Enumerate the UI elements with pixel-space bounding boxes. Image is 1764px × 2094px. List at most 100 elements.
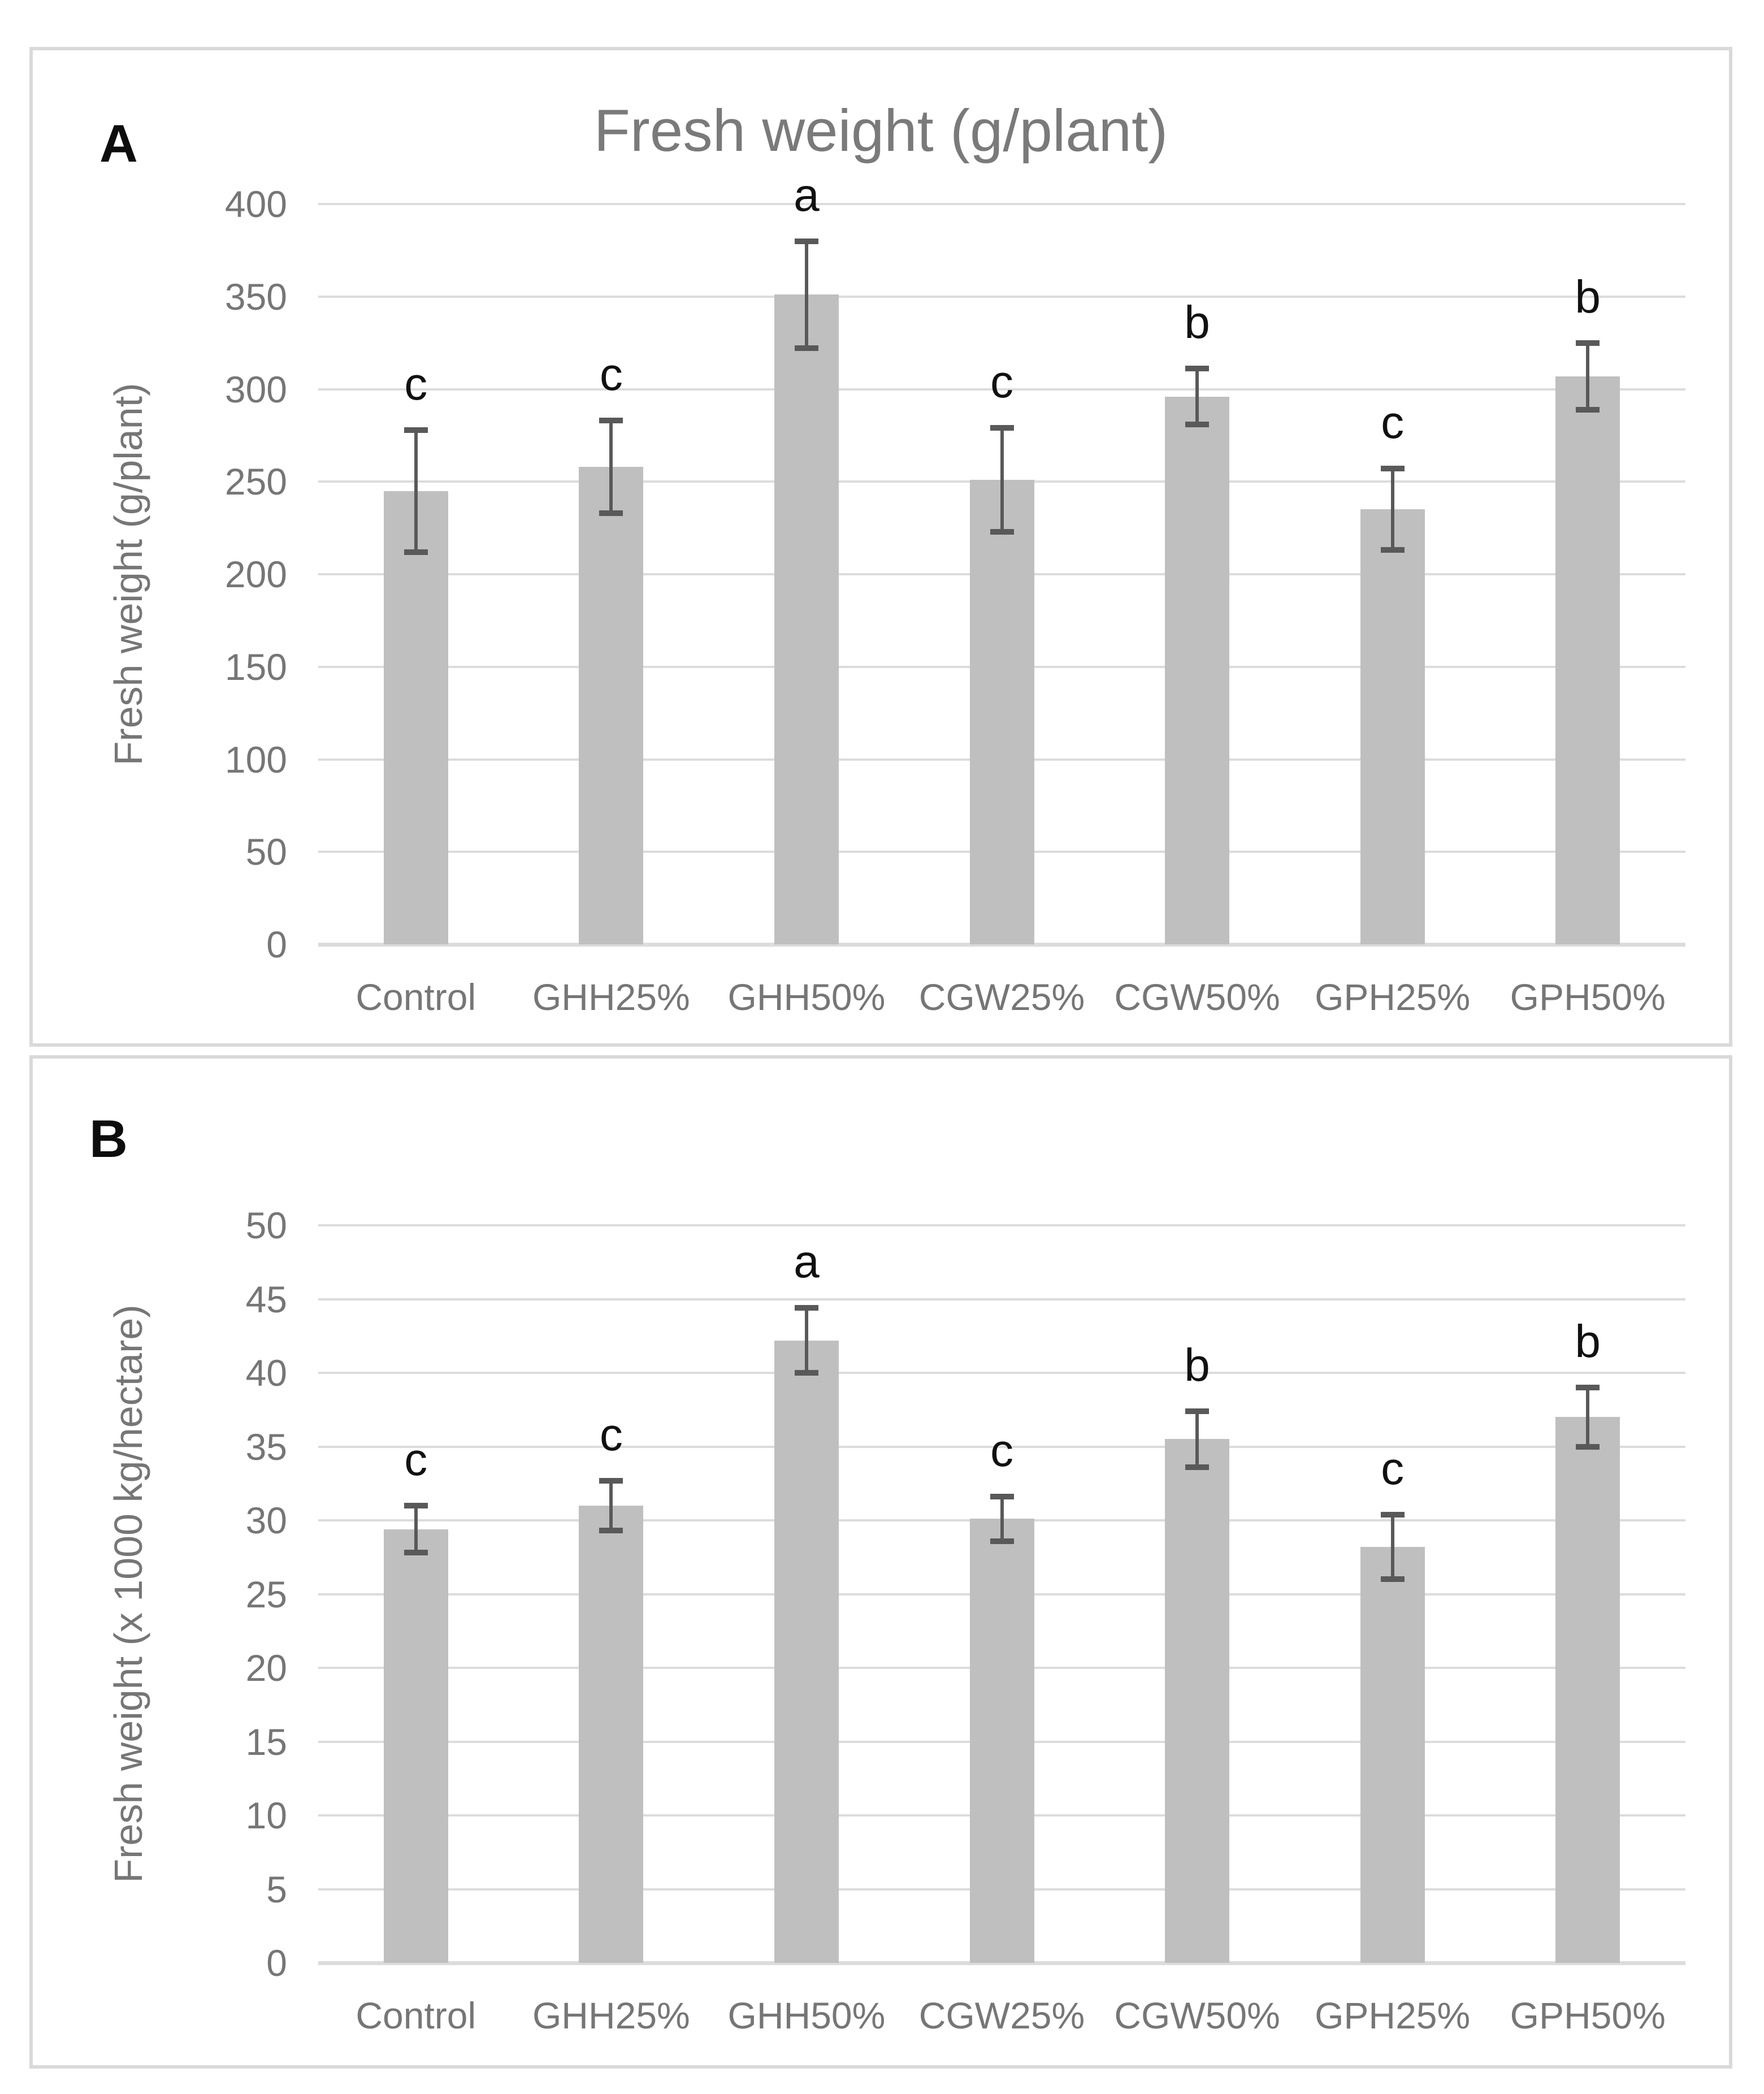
error-cap-top-b-CGW50% bbox=[1185, 1408, 1210, 1414]
error-cap-top-b-GHH25% bbox=[599, 1477, 623, 1484]
x-tick-label-a-GPH25%: GPH25% bbox=[1315, 976, 1471, 1018]
error-cap-top-a-GHH25% bbox=[599, 418, 623, 424]
gridline-b-45 bbox=[318, 1298, 1685, 1300]
y-tick-label-a-0: 0 bbox=[266, 924, 287, 965]
y-tick-label-a-150: 150 bbox=[224, 645, 287, 688]
y-tick-label-b-0: 0 bbox=[266, 1942, 287, 1984]
chart-a-plot-area: 0 50 100 150 200 250 300 350 400 c Control c GHH25% a… bbox=[225, 172, 1685, 1018]
error-cap-top-a-GPH25% bbox=[1380, 466, 1405, 472]
sig-letter-a-CGW50%: b bbox=[1184, 297, 1210, 349]
error-cap-bottom-b-GPH50% bbox=[1576, 1443, 1600, 1450]
gridline-b-35 bbox=[318, 1445, 1685, 1448]
error-cap-bottom-b-CGW25% bbox=[990, 1538, 1014, 1544]
error-bar-b-Control bbox=[414, 1505, 418, 1553]
error-cap-top-a-CGW50% bbox=[1185, 366, 1210, 372]
x-tick-label-a-GPH50%: GPH50% bbox=[1510, 976, 1666, 1018]
error-bar-b-GHH25% bbox=[609, 1480, 613, 1531]
bar-b-GHH25% bbox=[579, 1505, 644, 1963]
error-bar-b-CGW50% bbox=[1195, 1411, 1199, 1468]
error-cap-top-a-Control bbox=[404, 427, 428, 433]
y-tick-label-b-5: 5 bbox=[266, 1868, 287, 1910]
x-tick-label-b-Control: Control bbox=[356, 1995, 476, 2036]
y-tick-label-a-400: 400 bbox=[224, 183, 287, 225]
y-tick-label-a-50: 50 bbox=[245, 831, 287, 873]
panel-a: A Fresh weight (g/plant) Fresh weight (g… bbox=[29, 47, 1732, 1047]
chart-b-plot-area: 0 5 10 15 20 25 30 35 40 45 50 c Control c GHH25% a GHH5… bbox=[246, 1204, 1685, 2036]
error-cap-bottom-b-GHH50% bbox=[794, 1370, 818, 1376]
sig-letter-a-Control: c bbox=[404, 358, 428, 410]
error-bar-b-GHH50% bbox=[804, 1308, 808, 1373]
error-cap-bottom-a-CGW25% bbox=[990, 528, 1014, 535]
error-cap-top-a-GPH50% bbox=[1576, 340, 1600, 346]
error-bar-b-GPH25% bbox=[1390, 1514, 1394, 1580]
bar-a-GHH50% bbox=[774, 294, 839, 944]
error-bar-a-GHH50% bbox=[804, 241, 808, 349]
sig-letter-a-CGW25%: c bbox=[990, 356, 1013, 408]
x-tick-label-b-CGW50%: CGW50% bbox=[1114, 1995, 1280, 2036]
gridline-b-40 bbox=[318, 1372, 1685, 1374]
error-bar-a-CGW50% bbox=[1195, 368, 1199, 424]
error-bar-a-GPH50% bbox=[1586, 343, 1590, 410]
bar-a-CGW50% bbox=[1165, 396, 1230, 944]
error-cap-top-b-Control bbox=[404, 1502, 428, 1508]
x-tick-label-b-GHH25%: GHH25% bbox=[532, 1995, 690, 2036]
bar-b-GPH25% bbox=[1360, 1546, 1425, 1963]
x-tick-label-a-CGW25%: CGW25% bbox=[918, 976, 1085, 1018]
y-tick-label-b-20: 20 bbox=[245, 1647, 287, 1689]
error-bar-a-CGW25% bbox=[1000, 428, 1004, 532]
error-cap-bottom-a-CGW50% bbox=[1185, 421, 1210, 427]
gridline-a-350 bbox=[318, 295, 1685, 298]
error-cap-top-a-GHH50% bbox=[794, 238, 818, 244]
y-tick-label-b-45: 45 bbox=[245, 1278, 287, 1320]
panel-b-label: B bbox=[89, 1109, 128, 1168]
bar-a-GPH50% bbox=[1555, 376, 1620, 944]
error-cap-bottom-a-GHH25% bbox=[599, 510, 623, 516]
chart-a-y-axis-title: Fresh weight (g/plant) bbox=[106, 383, 150, 766]
error-bar-b-GPH50% bbox=[1586, 1388, 1590, 1447]
sig-letter-a-GHH25%: c bbox=[599, 349, 623, 401]
error-bar-a-Control bbox=[414, 430, 418, 552]
x-tick-label-b-GHH50%: GHH50% bbox=[727, 1995, 886, 2036]
y-tick-label-a-100: 100 bbox=[224, 738, 287, 781]
sig-letter-b-Control: c bbox=[404, 1433, 428, 1485]
error-cap-bottom-b-GPH25% bbox=[1380, 1576, 1405, 1583]
gridline-b-0 bbox=[318, 1961, 1685, 1965]
y-tick-label-b-40: 40 bbox=[245, 1352, 287, 1394]
bar-a-GHH25% bbox=[579, 467, 644, 944]
error-cap-bottom-a-Control bbox=[404, 549, 428, 555]
sig-letter-b-GHH25%: c bbox=[599, 1408, 623, 1460]
bar-a-CGW25% bbox=[969, 479, 1034, 944]
gridline-a-300 bbox=[318, 388, 1685, 391]
y-tick-label-a-300: 300 bbox=[224, 368, 287, 410]
gridline-a-400 bbox=[318, 203, 1685, 205]
error-cap-top-b-CGW25% bbox=[990, 1494, 1014, 1500]
x-tick-label-a-Control: Control bbox=[356, 976, 476, 1018]
error-cap-top-b-GHH50% bbox=[794, 1305, 818, 1311]
sig-letter-b-GPH25%: c bbox=[1381, 1442, 1405, 1494]
error-cap-bottom-b-GHH25% bbox=[599, 1528, 623, 1534]
x-tick-label-b-CGW25%: CGW25% bbox=[918, 1995, 1085, 2036]
y-tick-label-b-50: 50 bbox=[245, 1204, 287, 1246]
sig-letter-a-GPH25%: c bbox=[1381, 397, 1405, 449]
y-tick-label-b-35: 35 bbox=[245, 1425, 287, 1468]
error-cap-bottom-a-GPH25% bbox=[1380, 547, 1405, 553]
bar-b-GHH50% bbox=[774, 1340, 839, 1963]
error-bar-a-GPH25% bbox=[1390, 469, 1394, 550]
error-cap-top-b-GPH25% bbox=[1380, 1511, 1405, 1518]
error-cap-bottom-a-GPH50% bbox=[1576, 406, 1600, 413]
bar-a-GPH25% bbox=[1360, 509, 1425, 944]
chart-a-title: Fresh weight (g/plant) bbox=[593, 98, 1168, 164]
y-tick-label-a-250: 250 bbox=[224, 461, 287, 503]
error-cap-top-a-CGW25% bbox=[990, 425, 1014, 431]
y-tick-label-b-30: 30 bbox=[245, 1499, 287, 1541]
bar-b-CGW50% bbox=[1165, 1439, 1230, 1963]
error-cap-bottom-b-CGW50% bbox=[1185, 1464, 1210, 1471]
sig-letter-b-CGW50%: b bbox=[1184, 1339, 1210, 1391]
gridline-a-0 bbox=[318, 942, 1685, 947]
sig-letter-b-GHH50%: a bbox=[794, 1236, 820, 1288]
error-bar-a-GHH25% bbox=[609, 420, 613, 513]
sig-letter-b-GPH50%: b bbox=[1575, 1316, 1601, 1368]
gridline-b-50 bbox=[318, 1224, 1685, 1226]
error-cap-top-b-GPH50% bbox=[1576, 1385, 1600, 1391]
